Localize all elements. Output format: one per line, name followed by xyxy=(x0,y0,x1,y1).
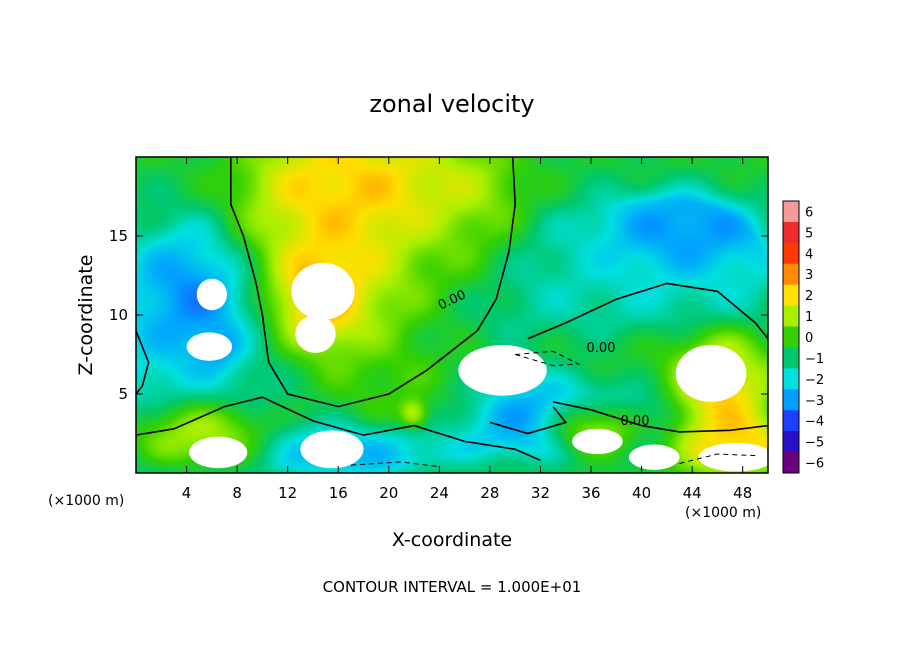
x-tick-label-16: 16 xyxy=(329,484,348,502)
zero-contour-5 xyxy=(136,396,541,462)
y-axis-label: Z-coordinate xyxy=(75,255,97,376)
colorbar-swatch-12 xyxy=(783,431,799,453)
colorbar-swatch-8 xyxy=(783,347,799,369)
plot-area xyxy=(136,157,768,473)
colorbar-swatch-9 xyxy=(783,368,799,390)
saturated-region-1 xyxy=(196,278,228,311)
saturated-region-9 xyxy=(189,436,248,469)
contour-label-3: 0.00 xyxy=(621,414,650,429)
colorbar-label-2: 5 xyxy=(805,226,813,241)
colorbar-label-13: −6 xyxy=(805,457,824,472)
colorbar-swatch-11 xyxy=(783,410,799,432)
colorbar-swatch-7 xyxy=(783,326,799,348)
x-unit-right: (×1000 m) xyxy=(685,505,761,521)
colorbar-label-4: 3 xyxy=(805,268,813,283)
colorbar-label-3: 4 xyxy=(805,247,813,262)
saturated-region-8 xyxy=(300,430,364,469)
y-tick-label-15: 15 xyxy=(109,227,128,245)
x-tick-label-32: 32 xyxy=(531,484,550,502)
colorbar-label-1: 6 xyxy=(805,205,813,220)
contour-interval-note: CONTOUR INTERVAL = 1.000E+01 xyxy=(323,578,582,596)
colorbar-swatch-1 xyxy=(783,201,799,223)
y-axis-ticks: 5 10 15 xyxy=(109,227,768,403)
saturated-region-3 xyxy=(291,262,355,320)
heatmap-field xyxy=(136,157,768,473)
colorbar-label-11: −4 xyxy=(805,415,824,430)
zero-contour-3 xyxy=(527,282,768,340)
saturated-regions xyxy=(186,262,768,472)
contour-lines xyxy=(136,157,768,468)
x-tick-label-8: 8 xyxy=(232,484,242,502)
contour-label-2: 0.00 xyxy=(587,341,616,356)
colorbar-swatch-5 xyxy=(783,284,799,307)
colorbar-label-7: 0 xyxy=(805,331,813,346)
saturated-region-2 xyxy=(186,332,233,361)
y-tick-label-5: 5 xyxy=(118,385,128,403)
zero-contour-2 xyxy=(136,330,150,395)
x-tick-label-48: 48 xyxy=(733,484,752,502)
colorbar-frame xyxy=(782,200,800,474)
x-tick-label-40: 40 xyxy=(632,484,651,502)
x-tick-label-20: 20 xyxy=(379,484,398,502)
x-unit-left: (×1000 m) xyxy=(48,493,124,509)
x-tick-label-28: 28 xyxy=(480,484,499,502)
saturated-region-6 xyxy=(675,345,747,402)
x-tick-label-36: 36 xyxy=(581,484,600,502)
x-tick-label-44: 44 xyxy=(683,484,702,502)
colorbar-swatch-10 xyxy=(783,389,799,411)
colorbar-label-5: 2 xyxy=(805,289,813,304)
x-tick-label-12: 12 xyxy=(278,484,297,502)
x-tick-label-4: 4 xyxy=(182,484,192,502)
colorbar-swatch-3 xyxy=(783,242,799,265)
saturated-region-10 xyxy=(628,444,680,470)
negative-contour-3 xyxy=(350,461,440,468)
colorbar-swatch-2 xyxy=(783,221,799,244)
negative-contour-2 xyxy=(679,453,756,464)
zero-contour-4 xyxy=(552,401,768,433)
chart-title: zonal velocity xyxy=(369,90,534,118)
colorbar: 6 5 4 3 2 1 0 −1 −2 −3 −4 −5 −6 xyxy=(782,200,824,474)
colorbar-swatch-6 xyxy=(783,305,799,328)
x-axis-label: X-coordinate xyxy=(392,529,512,551)
zero-contour-1 xyxy=(230,157,517,408)
colorbar-label-6: 1 xyxy=(805,310,813,325)
colorbar-label-9: −2 xyxy=(805,373,824,388)
x-axis-ticks: 4 8 12 16 20 24 28 32 36 40 44 48 xyxy=(182,157,752,502)
zero-contour-6 xyxy=(489,406,568,435)
x-tick-label-24: 24 xyxy=(430,484,449,502)
colorbar-label-12: −5 xyxy=(805,436,824,451)
colorbar-swatch-4 xyxy=(783,263,799,286)
colorbar-label-8: −1 xyxy=(805,352,824,367)
saturated-region-11 xyxy=(698,442,768,472)
negative-contour-1 xyxy=(515,350,581,367)
colorbar-swatch-13 xyxy=(783,452,799,474)
saturated-region-4 xyxy=(295,315,336,353)
saturated-region-7 xyxy=(572,428,623,455)
colorbar-label-10: −3 xyxy=(805,394,824,409)
y-tick-label-10: 10 xyxy=(109,306,128,324)
